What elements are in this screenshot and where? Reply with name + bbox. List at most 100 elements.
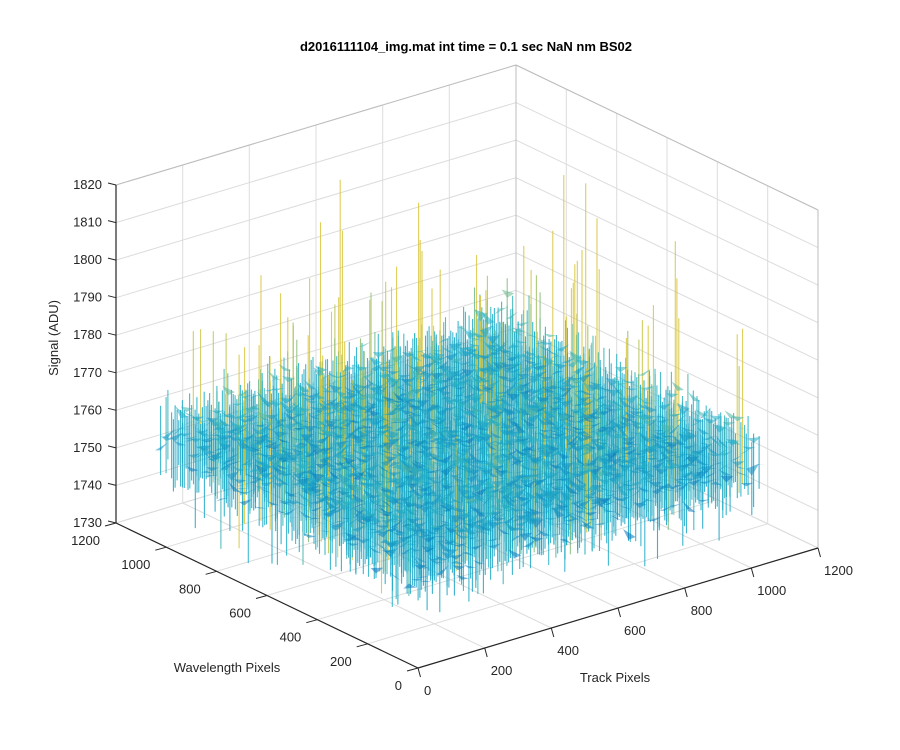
surface-patch <box>522 418 535 427</box>
surface-patch <box>528 507 542 516</box>
surface-patch <box>355 460 369 466</box>
surface-patch <box>167 428 181 435</box>
surface-patch <box>359 479 372 491</box>
surface-patch <box>292 466 305 475</box>
surface-patch <box>451 358 464 363</box>
surface-patch <box>489 418 503 427</box>
surface-patch <box>351 432 365 444</box>
surface-patch <box>374 490 387 498</box>
surface-patch <box>505 311 519 320</box>
surface-patch <box>564 436 577 442</box>
surface-patch <box>602 404 615 410</box>
surface-patch <box>420 378 434 383</box>
surface-patch <box>308 486 322 499</box>
surface-patch <box>533 470 547 474</box>
surface-patch <box>256 391 270 404</box>
surface-patch <box>474 494 487 503</box>
surface-patch <box>200 471 214 474</box>
surface-patch <box>659 449 672 460</box>
surface-patch <box>327 426 341 430</box>
surface-patch <box>524 490 538 499</box>
surface-patch <box>340 400 354 404</box>
surface-patch <box>349 426 363 435</box>
surface-patch <box>327 372 341 378</box>
surface-patch <box>510 509 524 512</box>
surface-patch <box>386 471 400 478</box>
surface-patch <box>266 500 280 506</box>
surface-patch <box>735 471 749 476</box>
surface-patch <box>438 338 451 344</box>
surface-patch <box>253 506 267 509</box>
surface-patch <box>467 383 481 392</box>
surface-patch <box>477 529 491 535</box>
surface-patch <box>184 436 197 440</box>
x-tick-mark <box>684 587 688 598</box>
surface-patch <box>535 537 549 540</box>
surface-patch <box>495 478 509 480</box>
surface-patch <box>426 494 440 497</box>
surface-patch <box>376 423 390 429</box>
surface-patch <box>651 433 665 439</box>
surface-patch <box>392 476 405 486</box>
surface-patch <box>524 444 537 452</box>
surface-patch <box>249 394 263 399</box>
surface-patch <box>386 520 400 522</box>
surface-patch <box>211 438 225 441</box>
surface-patch <box>191 415 205 423</box>
surface-patch <box>467 343 480 347</box>
surface-patch <box>166 414 179 421</box>
surface-patch <box>560 383 573 388</box>
surface-patch <box>337 459 350 471</box>
surface-patch <box>709 456 723 462</box>
surface-patch <box>574 388 588 397</box>
surface-patch <box>336 373 350 378</box>
surface-patch <box>568 512 582 518</box>
surface-patch <box>501 348 515 353</box>
surface-patch <box>610 475 623 485</box>
surface-patch <box>561 522 574 526</box>
surface-patch <box>729 454 743 462</box>
surface-patch <box>525 389 539 395</box>
surface-patch <box>537 448 550 457</box>
surface-patch <box>708 434 721 445</box>
surface-patch <box>226 471 240 481</box>
surface-patch <box>587 422 601 431</box>
surface-patch <box>368 495 382 499</box>
surface-patch <box>406 518 420 524</box>
surface-patch <box>416 419 430 425</box>
surface-patch <box>224 434 237 443</box>
surface-patch <box>353 509 367 519</box>
x-tick-mark <box>550 627 555 638</box>
surface-patch <box>440 396 454 400</box>
surface-patch <box>355 469 369 470</box>
surface-patch <box>397 480 411 489</box>
surface-patch <box>441 527 455 532</box>
surface-patch <box>278 364 292 371</box>
surface-patch <box>456 327 470 331</box>
surface-patch <box>432 561 446 563</box>
surface-patch <box>676 403 690 416</box>
surface-patch <box>675 464 689 473</box>
surface-patch <box>398 374 411 378</box>
surface-patch <box>470 330 484 344</box>
surface-patch <box>499 483 512 489</box>
surface-patch <box>662 446 676 455</box>
surface-patch <box>528 517 542 524</box>
surface-patch <box>220 461 234 470</box>
surface-patch <box>573 392 586 402</box>
surface-patch <box>508 496 522 503</box>
z-tick-mark <box>107 482 117 486</box>
surface-patch <box>515 495 529 502</box>
surface-patch <box>275 509 289 514</box>
surface-patch <box>442 441 456 446</box>
surface-patch <box>404 480 418 486</box>
surface-patch <box>393 444 407 449</box>
surface-patch <box>557 497 571 504</box>
surface-patch <box>331 434 345 440</box>
surface-patch <box>264 438 277 444</box>
surface-patch <box>710 481 723 486</box>
surface-patch <box>199 445 212 454</box>
surface-patch <box>438 372 452 378</box>
surface-patch <box>484 452 498 459</box>
surface-patch <box>515 377 528 385</box>
